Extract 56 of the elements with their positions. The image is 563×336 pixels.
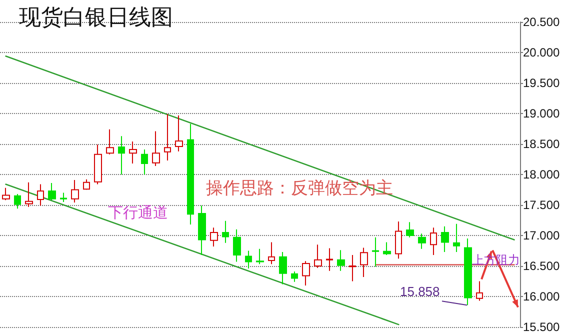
candlestick	[48, 182, 56, 201]
candlestick	[129, 141, 137, 164]
y-tick-label: 20.000	[523, 46, 560, 60]
y-tick-label: 17.000	[523, 228, 560, 242]
y-tick-label: 19.000	[523, 106, 560, 120]
candlestick	[60, 192, 67, 202]
y-tick-label: 18.000	[523, 168, 560, 182]
candlestick	[210, 227, 218, 247]
candlestick	[118, 136, 125, 175]
candlestick	[372, 236, 379, 268]
candlestick	[152, 130, 160, 166]
candlestick	[360, 247, 368, 278]
candlestick	[198, 205, 206, 256]
candlestick	[302, 260, 310, 286]
candlestick	[337, 250, 345, 272]
candlestick	[94, 144, 102, 185]
y-tick-label: 18.500	[523, 137, 560, 151]
candlestick	[476, 280, 483, 302]
candlestick	[83, 178, 90, 190]
candlestick	[14, 194, 21, 210]
annotation: 15.858	[400, 284, 440, 299]
candlestick	[2, 187, 10, 201]
candlestick	[430, 227, 437, 256]
y-tick-label: 19.500	[523, 76, 560, 90]
candlestick	[314, 244, 322, 268]
candlestick	[245, 250, 252, 269]
candlestick	[37, 184, 44, 206]
candlestick	[395, 220, 402, 260]
candlestick	[464, 238, 472, 306]
candlestick	[175, 114, 183, 152]
candlestick	[349, 254, 356, 282]
candlestick	[326, 248, 333, 272]
candlestick	[71, 179, 79, 204]
y-tick-label: 16.500	[523, 259, 560, 273]
candlestick	[256, 248, 264, 265]
candlestick	[418, 233, 426, 250]
y-tick-label: 15.500	[523, 320, 560, 334]
y-tick-label: 17.500	[523, 198, 560, 212]
candlestick	[406, 222, 414, 238]
candlestick	[383, 242, 391, 256]
candlestick	[106, 128, 114, 155]
candlestick	[291, 270, 298, 282]
candlestick	[187, 123, 194, 226]
candlestick	[441, 226, 449, 252]
y-tick-label: 20.500	[523, 15, 560, 29]
candlestick	[268, 242, 275, 265]
candlestick	[233, 228, 241, 262]
candlestick	[453, 223, 460, 252]
chart-title: 现货白银日线图	[19, 6, 173, 30]
candlestick	[279, 251, 287, 285]
candlestick	[164, 114, 171, 161]
candlestick	[141, 148, 148, 175]
y-tick-label: 16.000	[523, 290, 560, 304]
candlestick	[25, 182, 33, 208]
candlestick	[222, 220, 229, 244]
annotation: 下行通道	[108, 204, 168, 222]
